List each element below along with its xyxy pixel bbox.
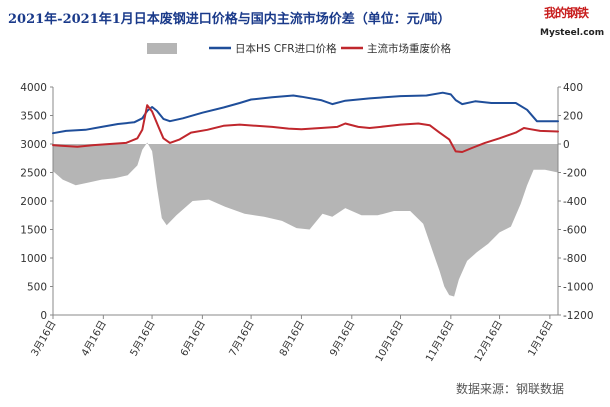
legend-label: 日本HS CFR进口价格	[235, 42, 337, 55]
y-right-tick-label: 200	[563, 111, 583, 123]
y-left-tick-label: 3500	[20, 111, 47, 123]
y-right-tick-label: -800	[563, 253, 587, 265]
legend-label: 主流市场重废价格	[367, 42, 451, 55]
y-left-tick-label: 3000	[20, 139, 47, 151]
x-tick-label: 1月16日	[526, 319, 556, 359]
x-tick-label: 6月16日	[178, 319, 208, 359]
price-diff-area	[53, 142, 558, 297]
x-tick-label: 7月16日	[227, 319, 257, 359]
price-diff-area-layer	[53, 142, 558, 297]
y-left-tick-label: 500	[27, 282, 47, 294]
y-left-tick-label: 0	[40, 310, 47, 322]
x-tick-label: 4月16日	[79, 319, 109, 359]
japan-import-price-line	[52, 91, 559, 135]
legend: 日本HS CFR进口价格 主流市场重废价格	[147, 42, 451, 55]
legend-area-swatch	[147, 43, 177, 54]
x-tick-label: 3月16日	[29, 319, 59, 359]
domestic-scrap-price-line	[52, 104, 559, 153]
mysteel-logo: 我的钢铁 Mysteel.com	[540, 4, 605, 44]
x-tick-label: 10月16日	[373, 319, 406, 364]
y-right-tick-label: -600	[563, 225, 587, 237]
x-tick-label: 8月16日	[277, 319, 307, 359]
price-lines	[52, 91, 559, 153]
y-right-tick-label: -1000	[563, 282, 594, 294]
chart-title: 2021年-2021年1月日本废钢进口价格与国内主流市场价差（单位：元/吨）	[8, 12, 451, 27]
y-left-tick-label: 4000	[20, 82, 47, 94]
logo-en-text: Mysteel.com	[540, 28, 605, 38]
logo-cn-text: 我的钢铁	[544, 6, 589, 20]
y-right-tick-label: 400	[563, 82, 583, 94]
y-left-tick-label: 2500	[20, 168, 47, 180]
y-left-tick-label: 1500	[20, 225, 47, 237]
x-tick-label: 12月16日	[472, 319, 505, 364]
y-right-tick-label: -200	[563, 168, 587, 180]
x-tick-label: 11月16日	[423, 319, 456, 364]
x-tick-label: 5月16日	[128, 319, 158, 359]
y-right-tick-label: -1200	[563, 310, 594, 322]
data-source: 数据来源：钢联数据	[456, 382, 565, 396]
y-left-tick-label: 1000	[20, 253, 47, 265]
x-tick-label: 9月16日	[327, 319, 357, 359]
y-right-tick-label: -400	[563, 196, 587, 208]
y-left-tick-label: 2000	[20, 196, 47, 208]
y-right-tick-label: 0	[563, 139, 570, 151]
